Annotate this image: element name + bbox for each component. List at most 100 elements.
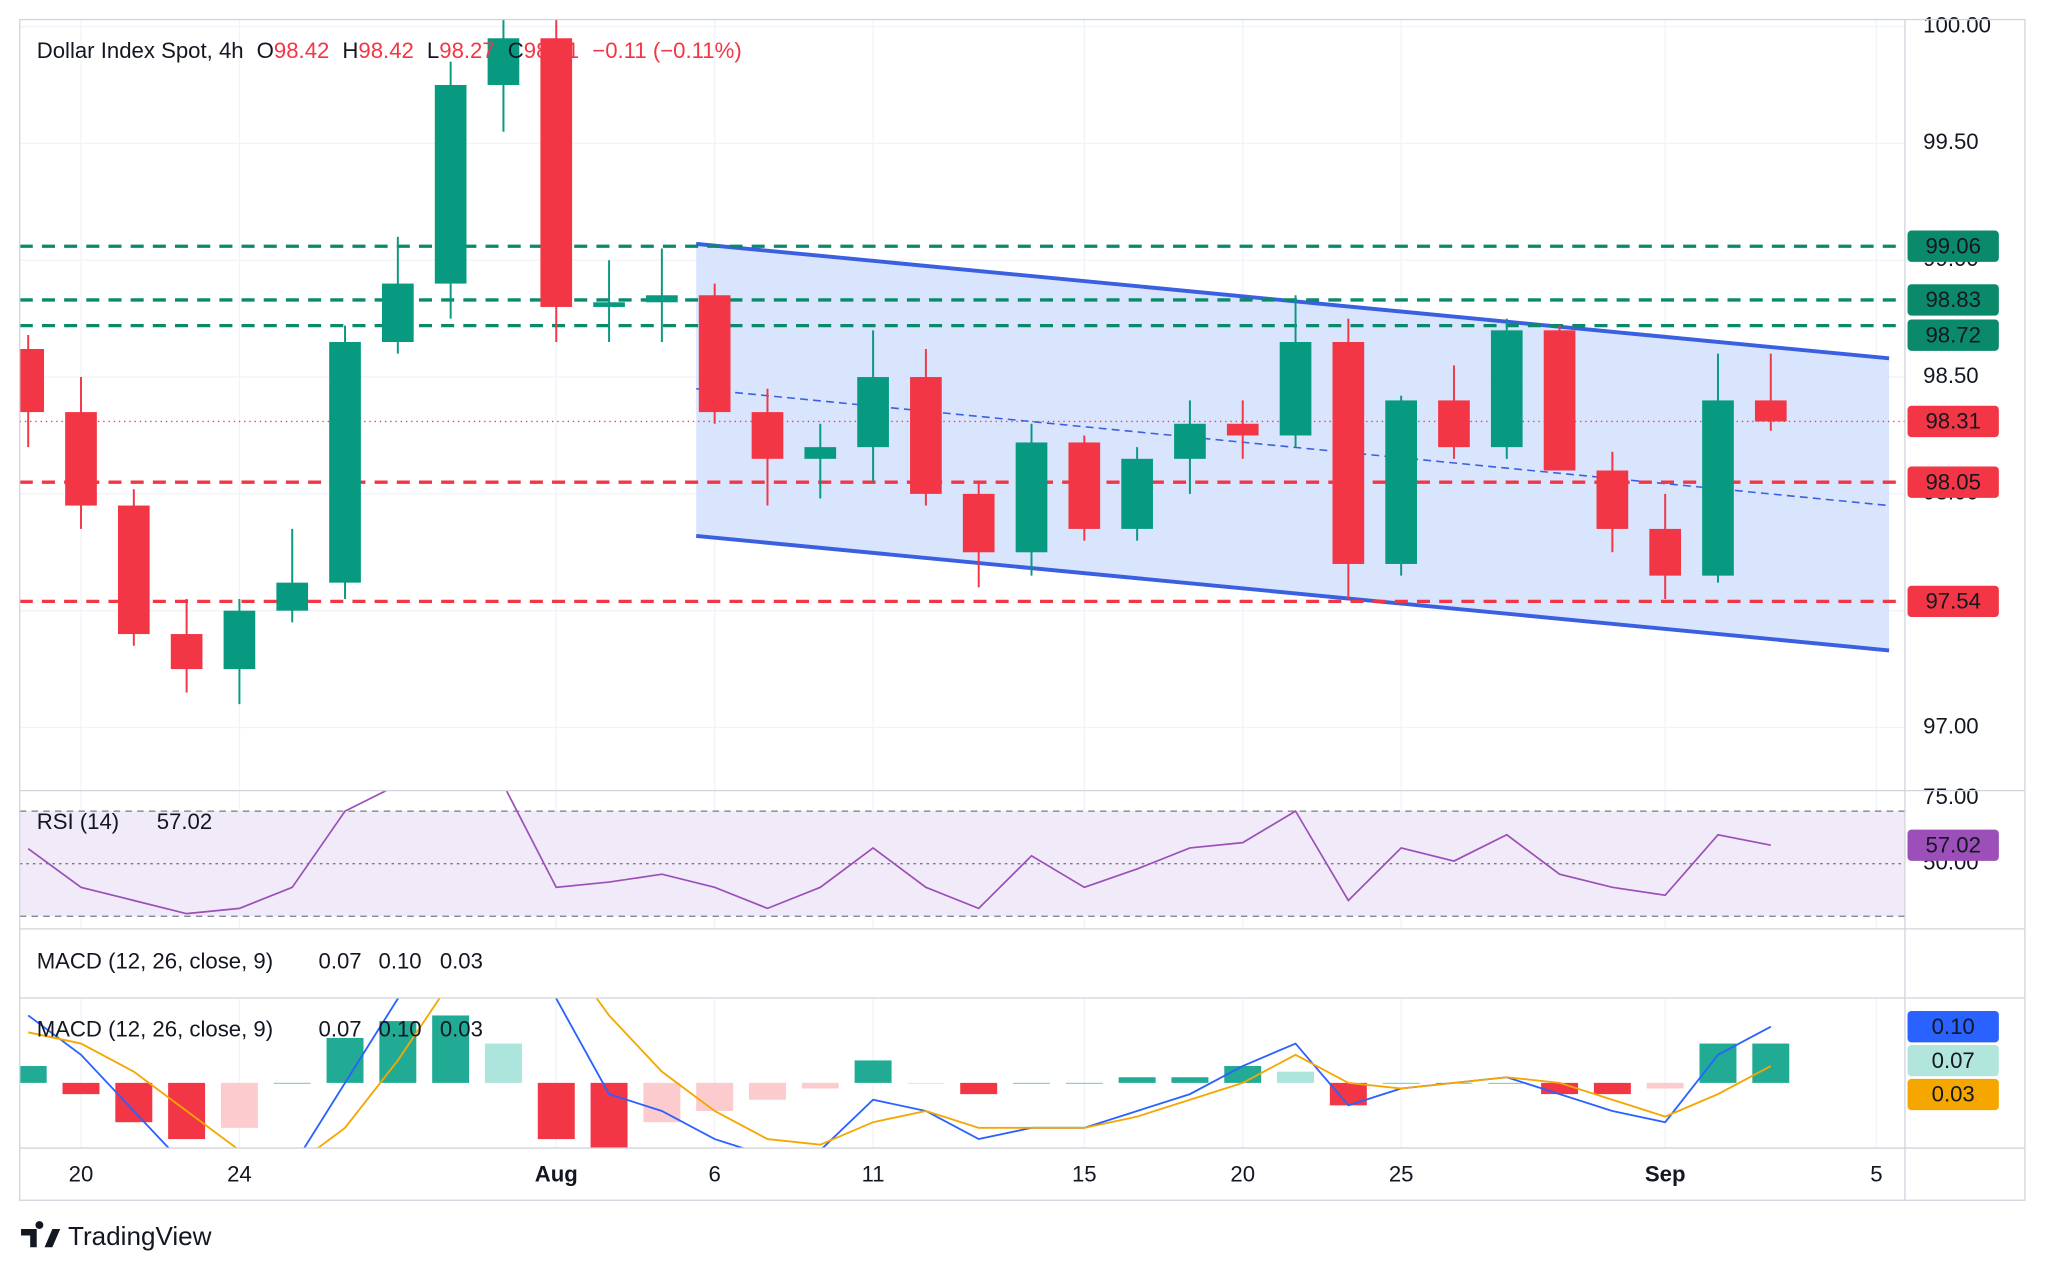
macd-histogram-bar bbox=[432, 1015, 470, 1083]
macd-histogram-bar bbox=[1224, 1066, 1262, 1083]
candle-body bbox=[910, 377, 942, 494]
macd-histogram-bar bbox=[1329, 1082, 1367, 1106]
macd-legend-value: 0.10 bbox=[379, 949, 422, 974]
candle-body bbox=[540, 38, 573, 307]
rsi-badge bbox=[1907, 829, 1999, 861]
channel-mid bbox=[696, 387, 1890, 507]
x-tick-label: 6 bbox=[709, 1161, 721, 1186]
candle-body bbox=[1279, 341, 1312, 436]
legend: Dollar Index Spot, 4h O98.42 H98.42 L98.27 C… bbox=[37, 38, 742, 63]
macd-histogram-bar bbox=[19, 1066, 47, 1083]
ohlc-label: L bbox=[427, 38, 439, 63]
candle-body bbox=[962, 493, 995, 553]
y-tick-label: 98.50 bbox=[1923, 363, 1978, 388]
ohlc-label: O bbox=[257, 38, 274, 63]
candle-body bbox=[223, 610, 256, 670]
frame bbox=[19, 18, 2026, 1201]
ohlc-value: 98.31 bbox=[524, 38, 579, 63]
candle-body bbox=[1754, 400, 1787, 422]
candle-body bbox=[1068, 442, 1101, 529]
macd-histogram-bar bbox=[484, 1043, 522, 1083]
macd-histogram-bar bbox=[1118, 1077, 1156, 1083]
candle-body bbox=[1385, 400, 1417, 564]
labels-layer: Dollar Index Spot, 4h O98.42 H98.42 L98.27 C… bbox=[37, 12, 1999, 1186]
macd-histogram-bar bbox=[1013, 1082, 1050, 1084]
candle-body bbox=[857, 377, 889, 448]
price-badge-label: 98.72 bbox=[1925, 322, 1980, 347]
macd-histogram-bar bbox=[1541, 1082, 1579, 1095]
macd-histogram-bar bbox=[326, 1037, 364, 1083]
macd-histogram-bar bbox=[696, 1082, 734, 1111]
x-tick-label: 25 bbox=[1389, 1161, 1414, 1186]
macd-legend-value: 0.10 bbox=[379, 1017, 422, 1042]
candle-body bbox=[65, 412, 97, 506]
macd-histogram-bar bbox=[801, 1082, 839, 1089]
candle-body bbox=[1174, 423, 1206, 459]
candle-body bbox=[751, 412, 784, 459]
price-badge bbox=[1907, 585, 1999, 618]
macd-histogram-bar bbox=[960, 1082, 998, 1095]
price-badge-label: 97.54 bbox=[1925, 589, 1980, 614]
macd-histogram-bar bbox=[379, 1021, 417, 1083]
candle-body bbox=[381, 283, 414, 342]
main-pane bbox=[19, 19, 1905, 705]
macd-legend-value: 0.07 bbox=[319, 1017, 362, 1042]
change: −0.11 (−0.11%) bbox=[592, 38, 741, 63]
candle-body bbox=[487, 38, 520, 85]
brand-logo bbox=[21, 1221, 61, 1248]
candle-body bbox=[434, 84, 467, 284]
ohlc-label: H bbox=[342, 38, 358, 63]
y-tick-label: 97.00 bbox=[1923, 713, 1978, 738]
candle-body bbox=[1121, 458, 1153, 529]
price-badge-label: 98.31 bbox=[1925, 409, 1980, 434]
macd-badge bbox=[1907, 1044, 1999, 1077]
rsi-title: RSI (14) bbox=[37, 809, 120, 834]
x-tick-label: Aug bbox=[535, 1161, 578, 1186]
macd-histogram-bar bbox=[273, 1082, 311, 1084]
x-tick-label: 20 bbox=[1230, 1161, 1255, 1186]
macd-pane bbox=[19, 998, 1790, 1149]
candle-body bbox=[276, 582, 309, 611]
candle-body bbox=[170, 634, 203, 670]
macd-histogram-bar bbox=[1065, 1082, 1103, 1084]
candle-body bbox=[19, 349, 45, 413]
price-badge bbox=[1907, 284, 1999, 316]
x-tick-label: Sep bbox=[1645, 1161, 1686, 1186]
candle-body bbox=[698, 295, 731, 413]
macd-histogram-bar bbox=[1699, 1043, 1737, 1083]
rsi-badge-label: 57.02 bbox=[1925, 832, 1980, 857]
price-badge bbox=[1907, 466, 1999, 498]
rsi-value: 57.02 bbox=[157, 809, 212, 834]
x-tick-label: 24 bbox=[227, 1161, 252, 1186]
price-badge bbox=[1907, 230, 1999, 262]
macd-legend-value: 0.03 bbox=[440, 949, 483, 974]
macd-histogram-bar bbox=[1171, 1077, 1209, 1083]
macd-badge bbox=[1907, 1078, 1999, 1111]
macd-histogram-bar bbox=[1646, 1082, 1684, 1089]
candle-body bbox=[1543, 330, 1576, 471]
x-tick-label: 20 bbox=[69, 1161, 94, 1186]
candle-body bbox=[1649, 528, 1682, 576]
candle-body bbox=[1332, 341, 1365, 564]
price-badge-label: 98.83 bbox=[1925, 287, 1980, 312]
macd-histogram-bar bbox=[854, 1060, 892, 1083]
candle-body bbox=[593, 302, 625, 307]
candle-body bbox=[1438, 400, 1470, 448]
candle-body bbox=[1702, 400, 1734, 576]
rsi-pane bbox=[19, 790, 1905, 917]
candle-body bbox=[1015, 442, 1048, 553]
macd-histogram-bar bbox=[220, 1082, 258, 1128]
y-tick-label: 99.50 bbox=[1923, 129, 1978, 154]
macd-histogram-bar bbox=[62, 1082, 100, 1095]
candle-body bbox=[1226, 423, 1259, 436]
x-tick-label: 11 bbox=[862, 1161, 885, 1186]
price-badge-label: 99.06 bbox=[1925, 233, 1980, 258]
candle-body bbox=[1596, 470, 1629, 529]
ohlc-value: 98.27 bbox=[439, 38, 494, 63]
macd-histogram-bar bbox=[1593, 1082, 1631, 1095]
price-badge bbox=[1907, 405, 1999, 438]
macd-histogram-bar bbox=[1277, 1071, 1315, 1083]
macd-legend-value: 0.03 bbox=[440, 1017, 483, 1042]
x-tick-label: 5 bbox=[1870, 1161, 1882, 1186]
